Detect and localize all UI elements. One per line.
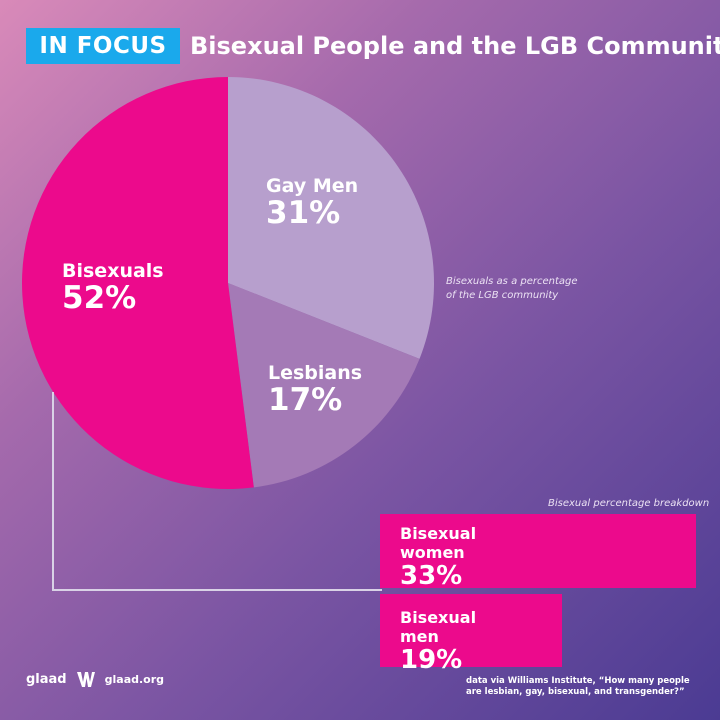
slice-name-bisexuals: Bisexuals <box>62 260 164 282</box>
pie-slice-bisexuals <box>22 77 254 489</box>
bar-name-bisexual-women: Bisexual women <box>400 524 477 562</box>
pie-slice-lesbians <box>228 283 420 488</box>
connector-line-horizontal <box>52 589 382 591</box>
bar-label-bisexual-women: Bisexual women 33% <box>400 524 476 592</box>
in-focus-badge: IN FOCUS <box>26 28 180 64</box>
source-line-2: are lesbian, gay, bisexual, and transgen… <box>466 687 685 697</box>
source-line-1: data via Williams Institute, “How many p… <box>466 676 690 686</box>
logo-site: glaad.org <box>104 672 165 686</box>
slice-label-gay-men: Gay Men 31% <box>266 175 358 230</box>
bar-chart-title: Bisexual percentage breakdown <box>548 498 710 509</box>
pie-note: Bisexuals as a percentage of the LGB com… <box>446 275 578 303</box>
bar-bisexual-women <box>380 514 696 588</box>
glaad-mark-icon <box>76 672 95 687</box>
slice-name-gay-men: Gay Men <box>266 175 359 197</box>
slice-label-bisexuals: Bisexuals 52% <box>62 260 164 315</box>
page-title: Bisexual People and the LGB Community <box>190 32 720 60</box>
slice-value-bisexuals: 52% <box>62 280 137 316</box>
logo-wordmark: glaad <box>26 671 67 687</box>
slice-value-lesbians: 17% <box>268 382 343 418</box>
source-credit: data via Williams Institute, “How many p… <box>466 676 694 698</box>
slice-name-lesbians: Lesbians <box>268 362 363 384</box>
connector-line-vertical <box>52 392 54 590</box>
bar-label-bisexual-men: Bisexual men 19% <box>400 608 476 676</box>
pie-note-line-1: Bisexuals as a percentage <box>446 276 578 287</box>
bar-value-bisexual-men: 19% <box>400 645 463 675</box>
pie-slice-gay-men <box>228 77 434 359</box>
pie-note-line-2: of the LGB community <box>446 290 559 301</box>
slice-value-gay-men: 31% <box>266 195 341 231</box>
bar-value-bisexual-women: 33% <box>400 561 463 591</box>
bar-name-bisexual-men: Bisexual men <box>400 608 477 646</box>
slice-label-lesbians: Lesbians 17% <box>268 362 362 417</box>
bar-bisexual-men <box>380 594 562 667</box>
glaad-logo: glaad glaad.org <box>26 668 164 690</box>
